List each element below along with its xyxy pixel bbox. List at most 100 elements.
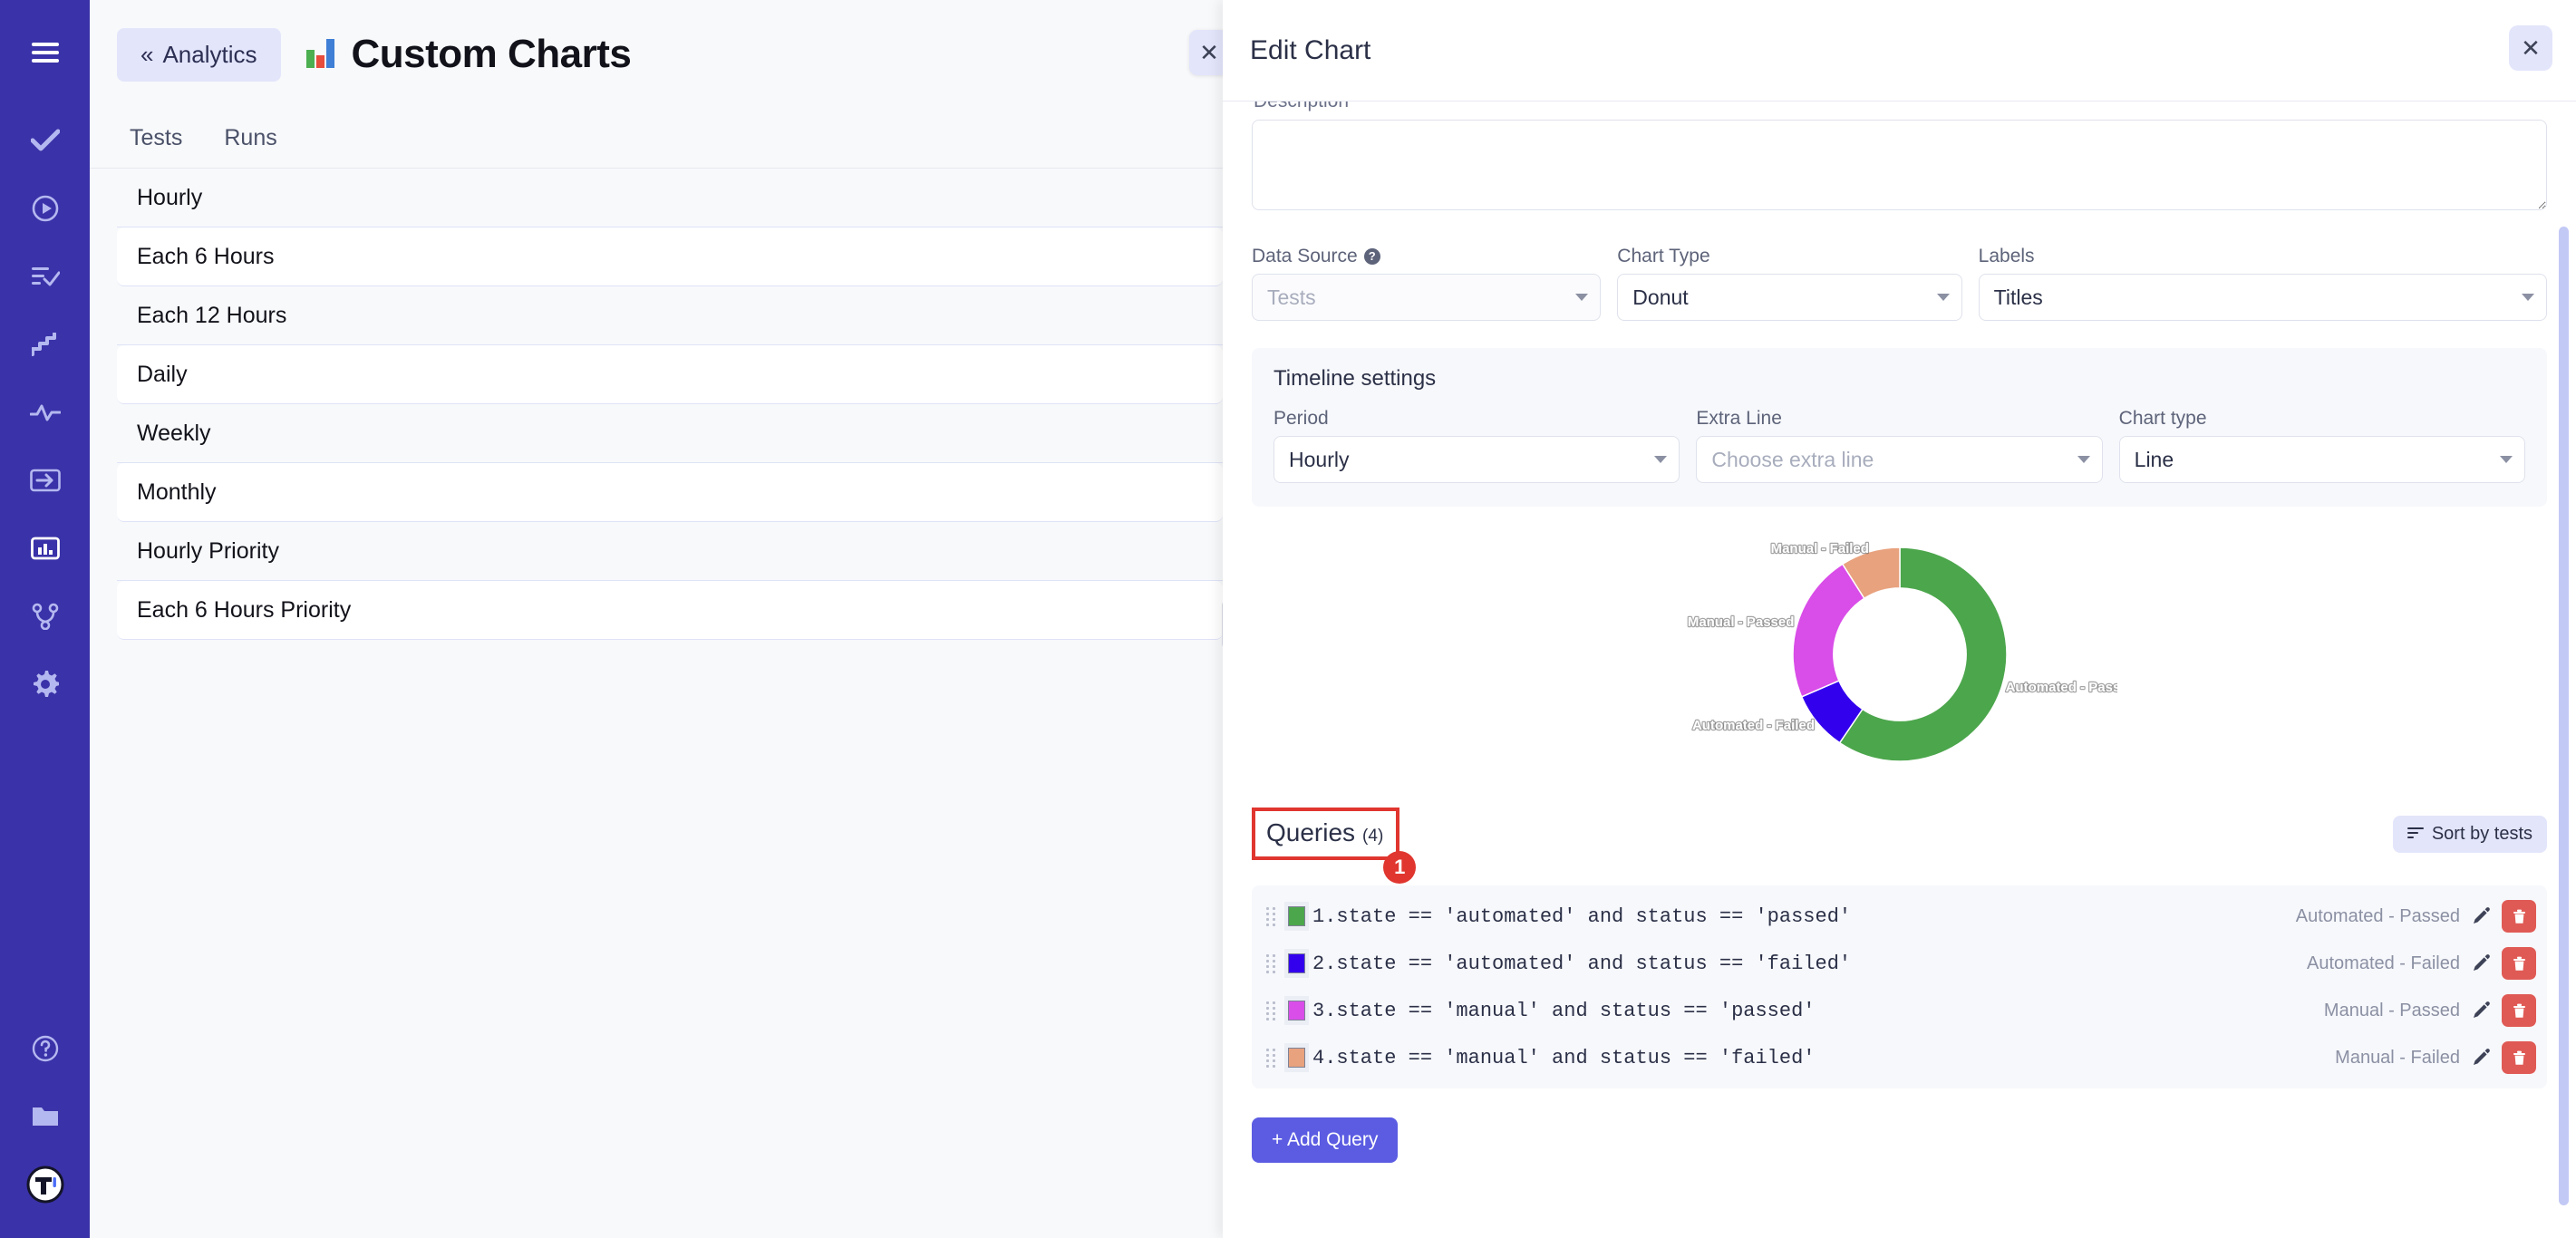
timeline-chart-type-select[interactable]: Line <box>2118 436 2525 483</box>
panel-scrollbar[interactable] <box>2559 227 2569 1205</box>
delete-query-button-2[interactable] <box>2502 947 2536 980</box>
description-label: Description <box>1254 102 1349 111</box>
query-row-2[interactable]: 2. state == 'automated' and status == 'f… <box>1252 940 2547 987</box>
labels-select[interactable]: Titles <box>1978 274 2547 321</box>
extra-line-value: Choose extra line <box>1711 447 1874 471</box>
list-check-icon[interactable] <box>0 242 90 310</box>
chart-list-item-hourly-priority[interactable]: Hourly Priority <box>117 522 1223 581</box>
queries-title-highlight: Queries (4) 1 <box>1252 808 1417 884</box>
chart-list: Hourly Each 6 Hours Each 12 Hours Daily … <box>90 169 1223 640</box>
gear-icon[interactable] <box>0 650 90 718</box>
extra-line-label: Extra Line <box>1696 408 1782 429</box>
query-index-2: 2. <box>1312 952 1337 975</box>
data-source-field: Data Source ? Tests <box>1252 246 1602 321</box>
app-logo-icon[interactable] <box>0 1150 90 1218</box>
chart-settings-row: Data Source ? Tests Chart Type Donut Lab… <box>1252 246 2547 321</box>
chart-list-item-daily[interactable]: Daily <box>117 345 1223 404</box>
donut-chart-labels: Automated - Passed Automated - Failed Manu… <box>1686 540 2116 734</box>
drag-handle-icon[interactable] <box>1266 1048 1277 1068</box>
bar-chart-emoji-icon <box>305 35 339 74</box>
page-title-group: Custom Charts <box>305 32 632 77</box>
donut-slice-2[interactable] <box>1791 563 1865 698</box>
custom-charts-pane: « Analytics Custom Charts Tests Runs Hou… <box>90 0 1223 1238</box>
query-row-4[interactable]: 4. state == 'manual' and status == 'fail… <box>1252 1034 2547 1081</box>
chevron-down-icon <box>2522 294 2534 301</box>
chart-type-select[interactable]: Donut <box>1617 274 1962 321</box>
color-swatch-button-2[interactable] <box>1284 949 1309 978</box>
pulse-icon[interactable] <box>0 378 90 446</box>
extra-line-select[interactable]: Choose extra line <box>1696 436 2103 483</box>
back-to-analytics-button[interactable]: « Analytics <box>117 27 281 82</box>
chevron-left-icon: « <box>140 40 154 68</box>
data-source-select[interactable]: Tests <box>1252 274 1602 321</box>
pencil-edit-icon-4[interactable] <box>2471 1048 2491 1068</box>
query-index-4: 4. <box>1312 1046 1337 1069</box>
period-label: Period <box>1273 408 1329 429</box>
pencil-edit-icon-3[interactable] <box>2471 1001 2491 1020</box>
tab-tests[interactable]: Tests <box>117 120 195 157</box>
period-select[interactable]: Hourly <box>1273 436 1680 483</box>
query-name-4: Manual - Failed <box>2335 1047 2460 1068</box>
query-expression-4: state == 'manual' and status == 'failed' <box>1336 1046 1816 1069</box>
query-name-2: Automated - Failed <box>2307 953 2460 973</box>
chart-list-scrollbar[interactable] <box>1222 601 1223 648</box>
query-row-1[interactable]: 1. state == 'automated' and status == 'p… <box>1252 893 2547 940</box>
drag-handle-icon[interactable] <box>1266 953 1277 973</box>
close-pane-button[interactable]: ✕ <box>1189 30 1223 75</box>
chart-list-item-each-6-hours[interactable]: Each 6 Hours <box>117 227 1223 286</box>
edit-chart-panel: Edit Chart ✕ Description Data Source ? T… <box>1223 0 2576 1238</box>
donut-chart-preview: Automated - Passed Automated - Failed Manu… <box>1252 523 2547 786</box>
donut-slice-0[interactable] <box>1838 546 2008 762</box>
delete-query-button-4[interactable] <box>2502 1041 2536 1074</box>
chart-list-item-each-12-hours[interactable]: Each 12 Hours <box>117 286 1223 345</box>
back-button-label: Analytics <box>162 40 257 68</box>
folder-icon[interactable] <box>0 1082 90 1150</box>
drag-handle-icon[interactable] <box>1266 1001 1277 1020</box>
chevron-down-icon <box>1936 294 1950 301</box>
chart-list-item-weekly[interactable]: Weekly <box>117 404 1223 463</box>
chart-list-item-hourly[interactable]: Hourly <box>117 169 1223 227</box>
drag-handle-icon[interactable] <box>1266 906 1277 926</box>
tab-runs[interactable]: Runs <box>211 120 289 157</box>
menu-icon[interactable] <box>0 18 90 86</box>
delete-query-button-3[interactable] <box>2502 994 2536 1027</box>
timeline-chart-type-label: Chart type <box>2118 408 2207 429</box>
donut-slice-label-1: Automated - Failed <box>1691 718 1814 733</box>
bar-chart-icon[interactable] <box>0 514 90 582</box>
query-expression-2: state == 'automated' and status == 'fail… <box>1336 952 1852 975</box>
close-icon[interactable]: ✕ <box>2509 25 2552 71</box>
color-swatch-4 <box>1288 1048 1305 1068</box>
color-swatch-button-3[interactable] <box>1284 996 1309 1025</box>
chart-list-item-monthly[interactable]: Monthly <box>117 463 1223 522</box>
data-source-label: Data Source <box>1252 246 1358 266</box>
color-swatch-button-1[interactable] <box>1284 902 1309 931</box>
import-icon[interactable] <box>0 446 90 514</box>
query-row-3[interactable]: 3. state == 'manual' and status == 'pass… <box>1252 987 2547 1034</box>
branch-icon[interactable] <box>0 582 90 650</box>
delete-query-button-1[interactable] <box>2502 900 2536 933</box>
data-source-label-group: Data Source ? <box>1252 246 1601 267</box>
check-icon[interactable] <box>0 106 90 174</box>
chart-list-item-each-6-hours-priority[interactable]: Each 6 Hours Priority <box>117 581 1223 640</box>
queries-title: Queries <box>1266 818 1356 846</box>
help-circle-icon[interactable] <box>0 1014 90 1082</box>
data-source-value: Tests <box>1267 285 1316 309</box>
color-swatch-button-4[interactable] <box>1284 1043 1309 1072</box>
queries-count: (4) <box>1362 827 1384 846</box>
donut-arcs <box>1791 546 2008 762</box>
chevron-down-icon <box>2077 456 2090 463</box>
sort-by-tests-button[interactable]: Sort by tests <box>2392 815 2547 853</box>
stairs-icon[interactable] <box>0 310 90 378</box>
add-query-button[interactable]: + Add Query <box>1252 1117 1399 1163</box>
pencil-edit-icon-1[interactable] <box>2471 906 2491 926</box>
help-icon[interactable]: ? <box>1363 248 1380 265</box>
donut-slice-3[interactable] <box>1841 546 1901 600</box>
labels-value: Titles <box>1993 285 2043 309</box>
chevron-down-icon <box>1654 456 1668 463</box>
pencil-edit-icon-2[interactable] <box>2471 953 2491 973</box>
description-textarea[interactable] <box>1252 120 2547 210</box>
timeline-settings-title: Timeline settings <box>1273 366 1437 391</box>
extra-line-field: Extra Line Choose extra line <box>1696 408 2103 483</box>
donut-chart-svg: Automated - Passed Automated - Failed Manu… <box>1686 540 2117 762</box>
play-circle-icon[interactable] <box>0 174 90 242</box>
